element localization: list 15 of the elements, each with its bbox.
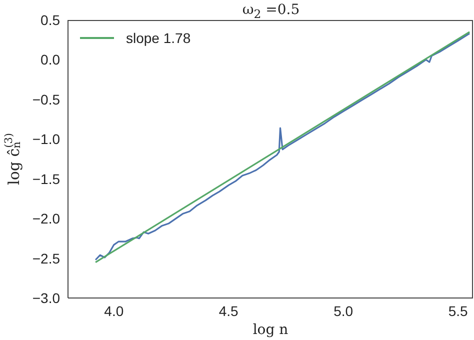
legend-label: slope 1.78 bbox=[126, 30, 191, 46]
y-tick-label: −1.5 bbox=[32, 170, 60, 187]
y-tick-label: −3.0 bbox=[32, 290, 60, 306]
y-tick-label: −1.0 bbox=[32, 131, 60, 148]
x-tick-label: 4.5 bbox=[218, 302, 239, 319]
x-tick-label: 5.0 bbox=[334, 302, 354, 319]
y-tick-label: 0.0 bbox=[40, 52, 60, 68]
chart-title: ω$_{2}$ =0.5 bbox=[241, 2, 301, 21]
x-axis-title: log n bbox=[252, 322, 288, 338]
y-tick-label: 0.5 bbox=[40, 12, 60, 28]
x-tick-label: 4.0 bbox=[104, 302, 124, 319]
y-tick-label: −2.0 bbox=[32, 210, 60, 227]
y-tick-label: −0.5 bbox=[32, 91, 60, 108]
x-tick-label: 5.5 bbox=[448, 302, 468, 319]
y-tick-label: −2.5 bbox=[32, 250, 60, 266]
